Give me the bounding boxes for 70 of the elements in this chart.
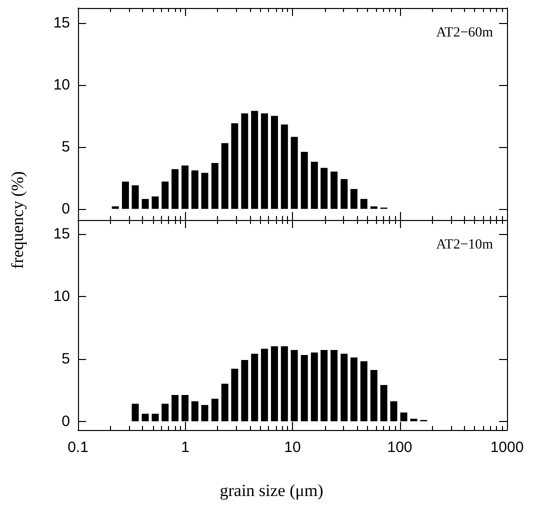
bar (350, 189, 358, 209)
bar (221, 143, 228, 209)
y-tick-label: 0 (62, 412, 70, 430)
bar (290, 136, 298, 209)
x-tick-label: 100 (387, 439, 412, 456)
bar (241, 113, 248, 209)
y-tick-label: 0 (62, 200, 70, 218)
bar (211, 398, 218, 422)
bar (370, 370, 378, 422)
bar (350, 358, 358, 422)
bar (172, 395, 179, 422)
bar (260, 348, 268, 422)
x-tick-label: 0.1 (68, 439, 88, 456)
bar (280, 124, 288, 209)
y-tick-label: 15 (53, 14, 70, 32)
bar (191, 170, 198, 209)
bar (280, 346, 288, 422)
bar (320, 168, 328, 209)
bar (300, 355, 308, 422)
bar (162, 404, 169, 422)
bar (390, 401, 398, 422)
bar (221, 384, 228, 422)
bar (320, 350, 328, 422)
y-tick-label: 10 (53, 76, 70, 94)
bar (310, 162, 318, 209)
bar (340, 354, 348, 422)
bar (241, 360, 248, 422)
bar (410, 418, 418, 422)
bar (112, 206, 119, 209)
bar (340, 179, 348, 209)
bar (270, 346, 278, 422)
bar (132, 185, 139, 209)
bar (360, 361, 368, 422)
annotation: AT2−60m (436, 26, 494, 40)
bar (310, 352, 318, 422)
bar (360, 198, 368, 209)
y-tick-label: 10 (53, 288, 70, 305)
x-tick-label: 1000 (490, 439, 524, 456)
bar (162, 182, 169, 209)
bar (370, 206, 378, 209)
x-tick-label: 10 (284, 439, 301, 456)
bar (300, 152, 308, 209)
bar (142, 414, 149, 422)
bar (211, 162, 218, 209)
bar (380, 385, 388, 422)
bar (251, 354, 258, 422)
y-tick-label: 15 (53, 225, 70, 242)
x-axis-title: grain size (μm) (220, 481, 324, 500)
bar (231, 123, 238, 209)
bar (260, 113, 268, 209)
bar (270, 116, 278, 209)
bar (182, 165, 189, 209)
bar (142, 198, 149, 209)
bar (330, 172, 338, 209)
bar (152, 414, 159, 422)
bar (132, 404, 139, 422)
x-tick-label: 1 (181, 439, 190, 456)
bar (201, 405, 208, 422)
bar (201, 172, 208, 209)
bar (152, 196, 159, 209)
bar (172, 169, 179, 209)
annotation: AT2−10m (436, 238, 494, 252)
bar (330, 350, 338, 422)
bar (231, 368, 238, 422)
y-tick-label: 5 (62, 138, 70, 156)
bar (251, 110, 258, 209)
bar (191, 401, 198, 422)
bar (122, 182, 129, 209)
y-axis-title: frequency (%) (8, 171, 28, 269)
y-tick-label: 5 (62, 350, 70, 368)
